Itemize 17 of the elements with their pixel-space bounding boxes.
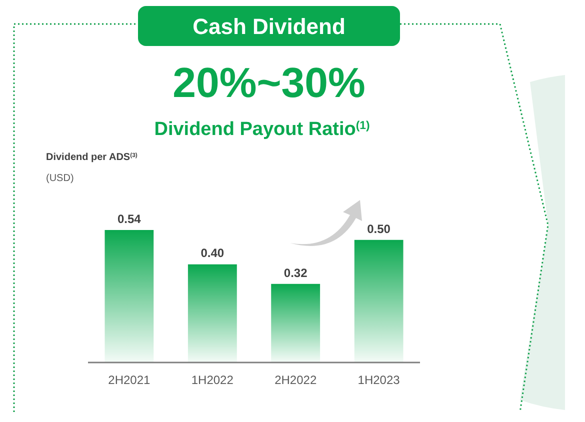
- data-label: 0.40: [200, 246, 224, 260]
- bar: [188, 264, 237, 362]
- chart-title: Cash Dividend: [192, 14, 346, 39]
- text: (USD): [46, 173, 74, 184]
- bar: [104, 230, 154, 362]
- x-tick-label: 2H2022: [274, 373, 317, 387]
- text: Dividend Payout Ratio$^{(1)}$: [154, 119, 370, 140]
- data-label: 0.32: [284, 266, 308, 280]
- data-label: 0.54: [118, 212, 142, 226]
- bar: [271, 284, 320, 362]
- x-tick-label: 1H2023: [358, 373, 400, 387]
- bar: [354, 240, 404, 362]
- chart-subtitle: 20%~30%: [172, 59, 366, 106]
- text: Dividend per ADS$^{(3)}$: [46, 152, 138, 163]
- x-tick-label: 1H2022: [191, 373, 234, 387]
- x-tick-label: 2H2021: [108, 373, 151, 387]
- data-label: 0.50: [367, 222, 391, 236]
